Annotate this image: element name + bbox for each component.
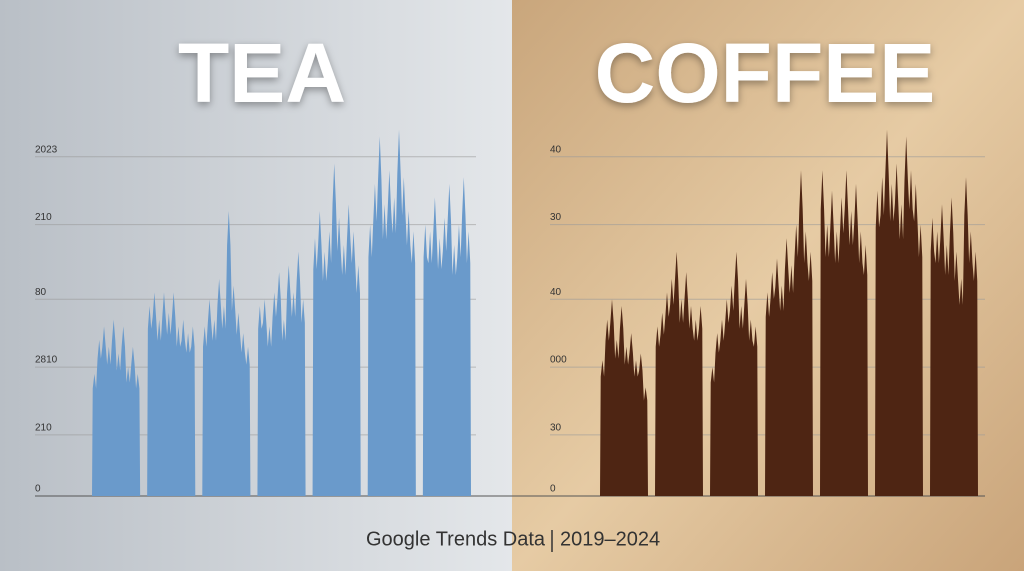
y-tick-label: 40 — [550, 287, 562, 298]
area-block — [422, 177, 471, 497]
area-block — [710, 251, 758, 496]
chart-title: COFFEE — [595, 26, 936, 120]
area-block — [820, 170, 868, 497]
y-tick-label: 000 — [550, 355, 567, 366]
y-tick-label: 0 — [550, 484, 556, 495]
footer-source: Google Trends Data — [366, 528, 546, 550]
area-block — [765, 170, 813, 497]
y-tick-label: 210 — [35, 423, 52, 434]
area-block — [875, 129, 923, 497]
area-block — [147, 292, 196, 496]
y-tick-label: 30 — [550, 423, 562, 434]
footer-period: 2019–2024 — [560, 528, 660, 550]
area-block — [202, 211, 251, 496]
area-block — [257, 251, 306, 496]
chart-title: TEA — [178, 26, 346, 120]
y-tick-label: 2023 — [35, 144, 58, 155]
area-block — [367, 129, 416, 497]
y-tick-label: 210 — [35, 212, 52, 223]
y-tick-label: 0 — [35, 484, 41, 495]
y-tick-label: 30 — [550, 212, 562, 223]
y-tick-label: 80 — [35, 287, 47, 298]
area-block — [600, 299, 648, 496]
area-block — [655, 251, 703, 496]
area-block — [312, 163, 361, 496]
area-block — [92, 319, 141, 496]
y-tick-label: 2810 — [35, 355, 58, 366]
y-tick-label: 40 — [550, 144, 562, 155]
area-block — [930, 177, 978, 497]
